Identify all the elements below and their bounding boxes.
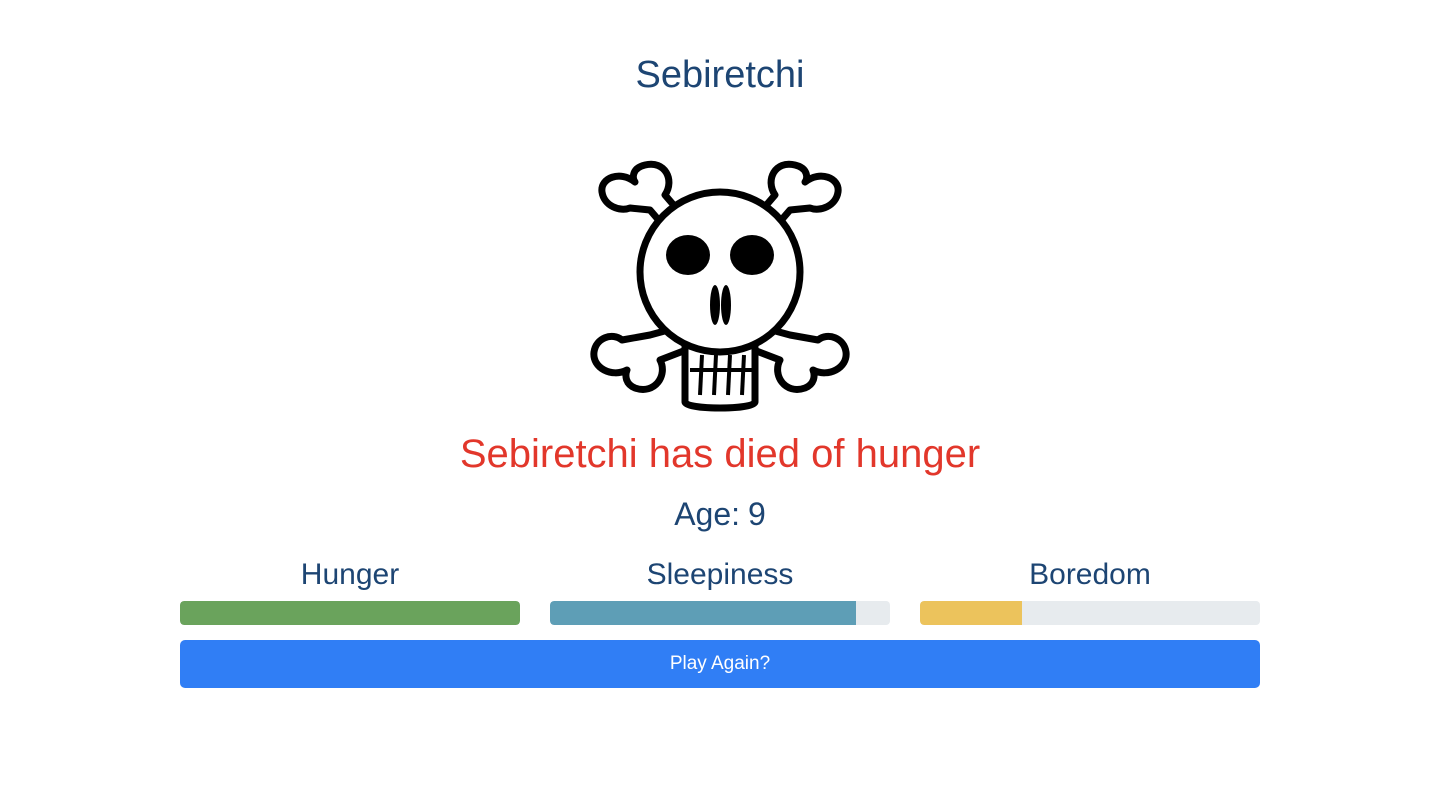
hunger-bar-fill	[180, 601, 520, 625]
status-message: Sebiretchi has died of hunger	[459, 432, 981, 476]
stat-label: Hunger	[300, 558, 400, 591]
stats-panel: Hunger Sleepiness Boredom	[180, 556, 1260, 625]
game-title: Sebiretchi	[635, 54, 805, 96]
stat-bar-track	[180, 601, 520, 625]
stat-boredom: Boredom	[920, 556, 1260, 625]
play-again-button[interactable]: Play Again?	[180, 640, 1260, 688]
age-value: 9	[748, 496, 766, 532]
sleepiness-bar-fill	[550, 601, 856, 625]
stat-label: Boredom	[1029, 558, 1151, 591]
stat-hunger: Hunger	[180, 556, 520, 625]
stat-bar-track	[920, 601, 1260, 625]
age-display: Age: 9	[0, 494, 1440, 534]
boredom-bar-fill	[920, 601, 1022, 625]
skull-and-crossbones-icon	[570, 120, 870, 425]
stat-bar-track	[550, 601, 890, 625]
stat-sleepiness: Sleepiness	[550, 556, 890, 625]
age-label: Age:	[674, 496, 741, 532]
stat-label: Sleepiness	[646, 558, 794, 591]
